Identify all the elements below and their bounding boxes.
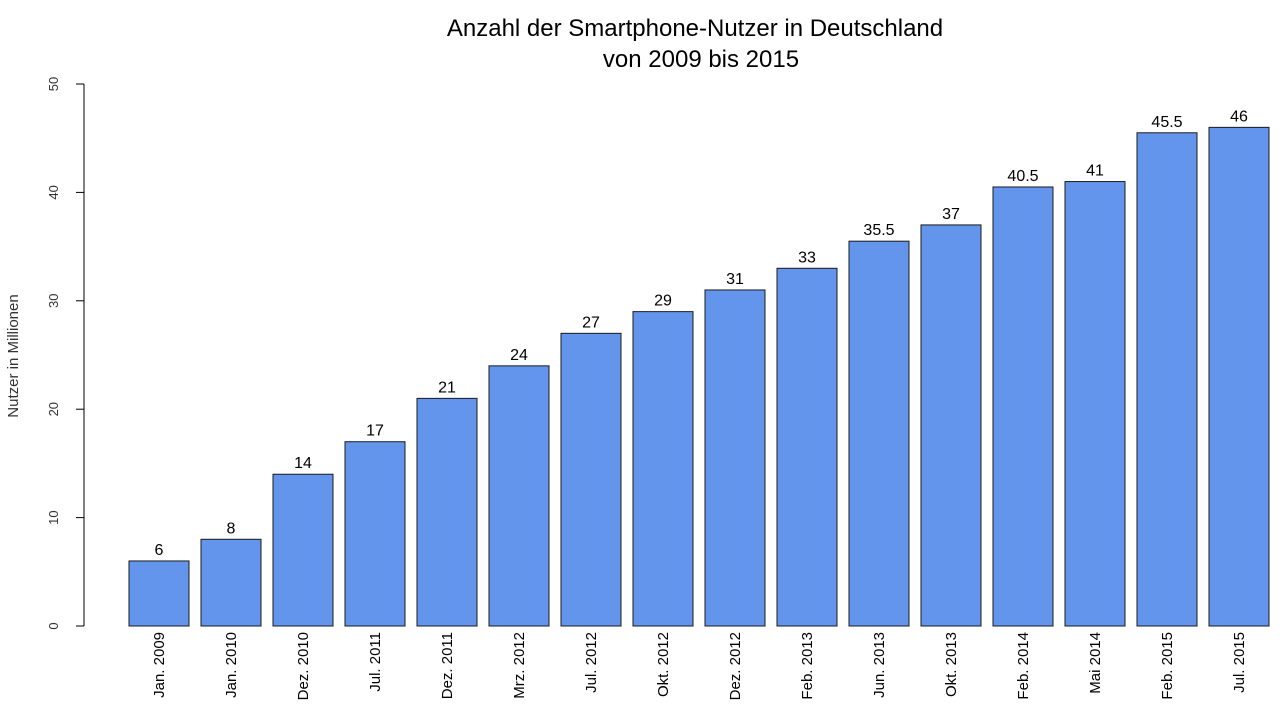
bar <box>560 332 622 627</box>
chart-title-line-2: von 2009 bis 2015 <box>603 46 799 73</box>
bar <box>200 538 262 627</box>
category-label: Jul. 2012 <box>583 632 600 693</box>
category-label: Feb. 2014 <box>1015 632 1032 700</box>
value-labels: 6 8 14 17 21 24 27 29 31 33 35.5 37 40.5 41 45.5 46 <box>155 108 1248 559</box>
bar <box>920 224 982 627</box>
bar <box>344 441 406 627</box>
category-label: Mai 2014 <box>1087 632 1104 694</box>
value-label: 40.5 <box>1007 168 1038 185</box>
bar <box>848 240 910 627</box>
category-label: Dez. 2011 <box>439 632 456 699</box>
value-label: 37 <box>942 206 960 223</box>
value-label: 6 <box>155 542 164 559</box>
value-label: 41 <box>1086 163 1104 180</box>
category-label: Mrz. 2012 <box>511 632 528 699</box>
category-label: Okt. 2013 <box>943 632 960 697</box>
bar <box>416 397 478 627</box>
value-label: 8 <box>227 520 236 537</box>
category-label: Feb. 2013 <box>799 632 816 700</box>
value-label: 31 <box>726 271 744 288</box>
category-label: Jan. 2009 <box>151 632 168 698</box>
value-label: 27 <box>582 314 600 331</box>
bar <box>1208 126 1270 627</box>
category-label: Okt. 2012 <box>655 632 672 697</box>
value-label: 29 <box>654 293 672 310</box>
category-label: Feb. 2015 <box>1159 632 1176 700</box>
y-axis-title: Nutzer in Millionen <box>5 294 22 417</box>
bar <box>128 560 190 627</box>
category-label: Jun. 2013 <box>871 632 888 698</box>
chart-title-line-1: Anzahl der Smartphone-Nutzer in Deutschl… <box>447 15 943 42</box>
y-tick-label: 20 <box>46 402 61 416</box>
category-labels: Jan. 2009 Jan. 2010 Dez. 2010 Jul. 2011 Dez.… <box>151 632 1248 700</box>
bar <box>272 473 334 627</box>
value-label: 17 <box>366 423 384 440</box>
y-axis: 0 10 20 30 40 50 <box>46 77 85 630</box>
value-label: 21 <box>438 379 456 396</box>
y-tick-label: 40 <box>46 185 61 199</box>
category-label: Jan. 2010 <box>223 632 240 698</box>
category-label: Jul. 2011 <box>367 632 384 692</box>
bar <box>632 311 694 627</box>
bar <box>1064 181 1126 627</box>
category-label: Dez. 2010 <box>295 632 312 700</box>
bar <box>992 186 1054 627</box>
y-tick-label: 50 <box>46 77 61 91</box>
chart-title: Anzahl der Smartphone-Nutzer in Deutschl… <box>447 15 943 73</box>
value-label: 45.5 <box>1151 114 1182 131</box>
value-label: 14 <box>294 455 312 472</box>
bar <box>776 267 838 627</box>
bar <box>488 365 550 627</box>
y-tick-label: 10 <box>46 510 61 524</box>
bar <box>704 289 766 627</box>
value-label: 35.5 <box>863 222 894 239</box>
value-label: 33 <box>798 249 816 266</box>
value-label: 24 <box>510 347 528 364</box>
y-tick-label: 0 <box>46 622 61 629</box>
value-label: 46 <box>1230 108 1248 125</box>
y-tick-label: 30 <box>46 294 61 308</box>
category-label: Jul. 2015 <box>1231 632 1248 693</box>
category-label: Dez. 2012 <box>727 632 744 700</box>
bar <box>1136 132 1198 627</box>
bars <box>128 126 1270 627</box>
